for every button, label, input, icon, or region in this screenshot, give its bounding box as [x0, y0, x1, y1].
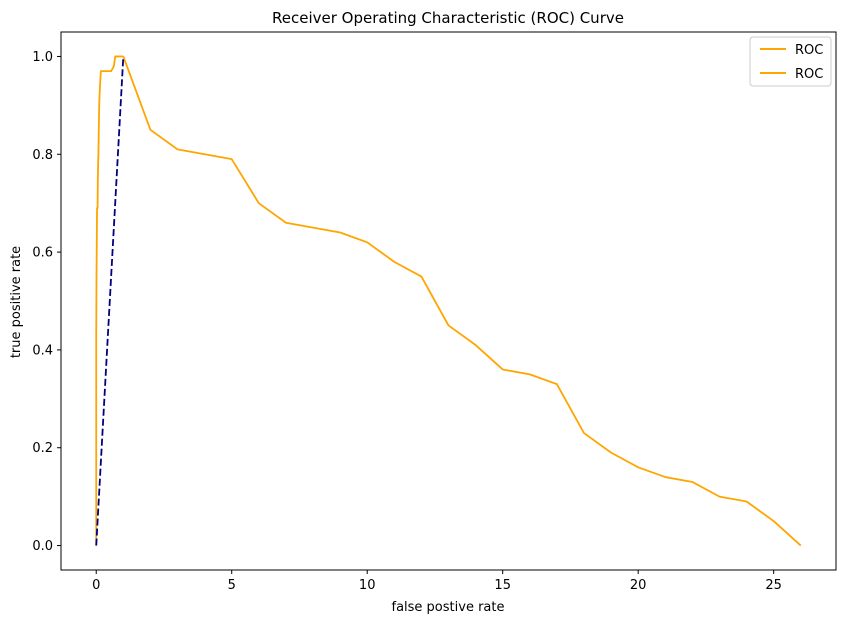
x-tick-label: 15 — [494, 578, 511, 593]
y-tick-label: 0.2 — [32, 441, 53, 456]
legend-label-2: ROC — [795, 67, 823, 82]
x-tick-label: 10 — [359, 578, 376, 593]
series-layer — [95, 55, 802, 547]
legend: ROC ROC — [749, 36, 832, 87]
y-tick-label: 0.4 — [32, 343, 53, 358]
plot-area-frame — [60, 31, 837, 571]
x-tick-label: 0 — [92, 578, 100, 593]
x-tick-label: 5 — [228, 578, 236, 593]
legend-label-1: ROC — [795, 43, 823, 58]
y-tick-label: 0.8 — [32, 148, 53, 163]
y-tick-label: 0.0 — [32, 539, 53, 554]
chart-title: Receiver Operating Characteristic (ROC) … — [272, 9, 624, 27]
diagonal-reference-line — [95, 56, 125, 546]
roc-series-line — [95, 55, 124, 546]
x-tick-label: 20 — [630, 578, 647, 593]
x-axis-label: false postive rate — [392, 600, 505, 615]
axis-ticks: 0 5 10 15 20 25 0.0 0.2 0.4 0.6 0.8 1.0 — [32, 50, 782, 593]
x-tick-label: 25 — [765, 578, 782, 593]
y-tick-label: 1.0 — [32, 50, 53, 65]
roc-series-line — [122, 56, 802, 547]
y-tick-label: 0.6 — [32, 246, 53, 261]
y-axis-label: true positive rate — [9, 246, 24, 358]
